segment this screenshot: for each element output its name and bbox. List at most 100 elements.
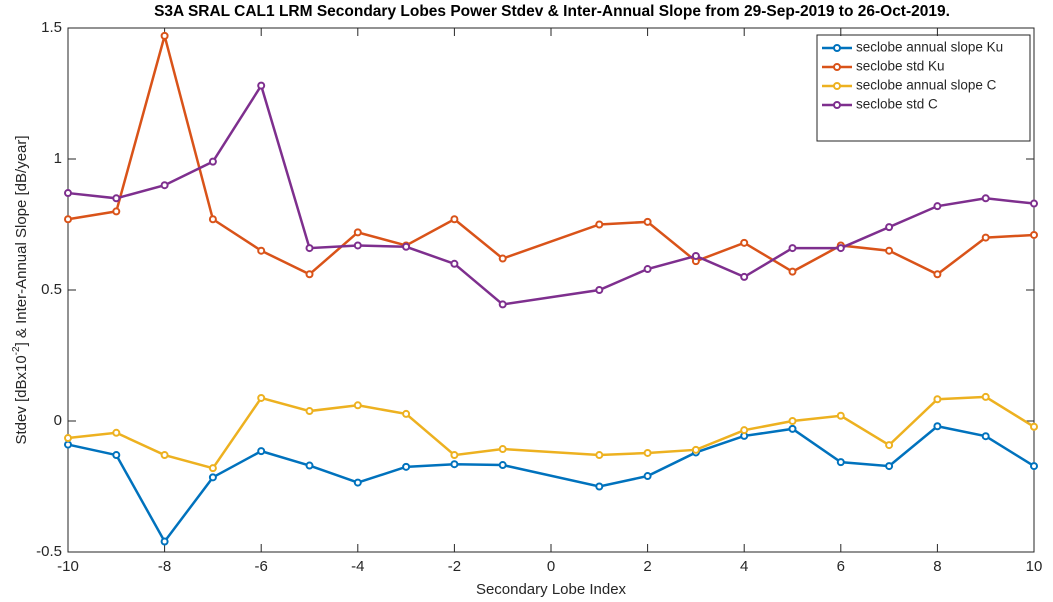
point-marker <box>643 265 652 274</box>
x-tick-label: -4 <box>351 558 364 575</box>
legend-label: seclobe annual slope C <box>856 78 997 93</box>
point-marker <box>498 254 507 263</box>
series-line <box>67 82 1035 306</box>
x-tick-label: 4 <box>740 558 748 575</box>
y-label-part: ] & Inter-Annual Slope [dB/year] <box>13 135 30 346</box>
point-marker <box>740 238 749 247</box>
point-marker <box>643 217 652 226</box>
point-marker <box>160 31 169 40</box>
y-label-superscript: -2 <box>11 346 22 355</box>
point-marker <box>112 207 121 216</box>
point-marker <box>112 194 121 203</box>
point-marker <box>740 272 749 281</box>
point-marker <box>353 401 362 410</box>
point-marker <box>353 241 362 250</box>
point-marker <box>981 432 990 441</box>
point-marker <box>402 462 411 471</box>
x-tick-label: 0 <box>547 558 555 575</box>
point-marker <box>160 181 169 190</box>
point-marker <box>836 458 845 467</box>
y-tick-label: 1 <box>54 150 62 167</box>
y-tick-label: -0.5 <box>36 543 62 560</box>
legend-marker <box>833 101 841 109</box>
point-marker <box>788 417 797 425</box>
point-marker <box>112 428 121 437</box>
point-marker <box>788 267 797 276</box>
y-axis-label: Stdev [dBx10-2] & Inter-Annual Slope [dB… <box>11 135 30 444</box>
point-marker <box>885 223 894 232</box>
point-marker <box>788 424 797 433</box>
point-marker <box>64 189 72 198</box>
point-marker <box>1030 462 1038 471</box>
point-marker <box>64 440 72 449</box>
series-line <box>67 424 1035 544</box>
point-marker <box>885 462 894 471</box>
series-line <box>67 31 1035 276</box>
point-marker <box>595 451 604 460</box>
point-marker <box>933 202 942 211</box>
point-marker <box>885 246 894 255</box>
point-marker <box>353 228 362 237</box>
x-tick-label: 2 <box>643 558 651 575</box>
point-marker <box>208 464 217 473</box>
y-label-part: Stdev [dBx10 <box>13 355 30 444</box>
point-marker <box>643 472 652 481</box>
y-tick-label: 0 <box>54 412 62 429</box>
point-marker <box>691 251 700 260</box>
y-tick-label: 1.5 <box>41 19 62 36</box>
point-marker <box>981 233 990 242</box>
legend-label: seclobe annual slope Ku <box>856 40 1003 55</box>
legend-marker <box>833 44 841 52</box>
point-marker <box>257 393 266 402</box>
point-marker <box>498 445 507 454</box>
x-tick-label: 10 <box>1026 558 1043 575</box>
point-marker <box>691 445 700 454</box>
point-marker <box>305 270 314 279</box>
point-marker <box>1030 230 1038 239</box>
point-marker <box>788 244 797 253</box>
point-marker <box>64 434 72 443</box>
x-tick-label: 6 <box>837 558 845 575</box>
point-marker <box>450 259 459 268</box>
x-tick-label: -6 <box>255 558 268 575</box>
point-marker <box>305 461 314 470</box>
point-marker <box>353 478 362 487</box>
point-marker <box>112 451 121 460</box>
point-marker <box>305 407 314 416</box>
point-marker <box>450 215 459 224</box>
point-marker <box>450 451 459 460</box>
legend-marker <box>833 63 841 71</box>
point-marker <box>740 426 749 435</box>
x-tick-label: 8 <box>933 558 941 575</box>
point-marker <box>836 244 845 253</box>
point-marker <box>160 537 169 546</box>
point-marker <box>595 220 604 229</box>
point-marker <box>208 473 217 482</box>
chart-title: S3A SRAL CAL1 LRM Secondary Lobes Power … <box>154 3 950 20</box>
point-marker <box>1030 422 1038 431</box>
legend-box <box>816 34 1031 142</box>
point-marker <box>981 194 990 203</box>
point-marker <box>64 215 72 224</box>
point-marker <box>450 460 459 469</box>
point-marker <box>595 286 604 294</box>
point-marker <box>160 451 169 460</box>
point-marker <box>933 422 942 431</box>
point-marker <box>836 411 845 420</box>
point-marker <box>257 447 266 456</box>
point-marker <box>305 244 314 253</box>
x-axis-label: Secondary Lobe Index <box>476 581 627 598</box>
point-marker <box>498 461 507 470</box>
point-marker <box>498 300 507 309</box>
point-marker <box>595 482 604 491</box>
point-marker <box>257 81 266 90</box>
point-marker <box>1030 199 1038 208</box>
legend-label: seclobe std C <box>856 97 938 112</box>
point-marker <box>402 409 411 418</box>
point-marker <box>257 246 266 255</box>
point-marker <box>885 441 894 450</box>
point-marker <box>402 242 411 251</box>
x-tick-label: -10 <box>57 558 79 575</box>
legend-label: seclobe std Ku <box>856 59 945 74</box>
legend-marker <box>833 82 841 90</box>
